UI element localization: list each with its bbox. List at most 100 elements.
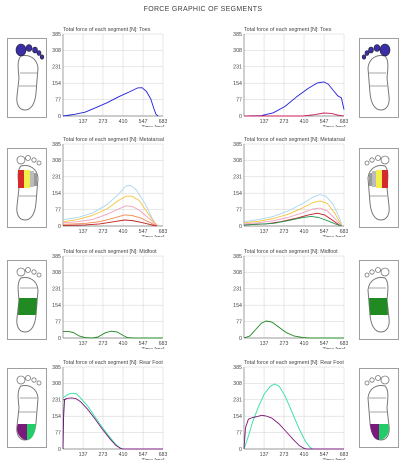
series-line	[243, 194, 343, 227]
y-tick-label: 308	[233, 158, 242, 164]
x-tick-label: 273	[280, 452, 289, 458]
x-tick-label: 410	[119, 452, 128, 458]
x-axis-label: Time [ms]	[322, 125, 346, 127]
series-line	[62, 195, 159, 227]
x-tick-label: 547	[320, 452, 329, 458]
x-axis-label: Time [ms]	[141, 458, 165, 460]
x-tick-label: 683	[159, 119, 167, 125]
x-tick-label: 410	[300, 452, 309, 458]
x-tick-label: 137	[260, 341, 269, 347]
y-tick-label: 308	[52, 381, 61, 387]
y-tick-label: 0	[58, 224, 61, 230]
foot-icon-midfoot-left	[7, 260, 47, 340]
x-tick-label: 273	[99, 452, 108, 458]
foot-icon-metatarsal-left	[7, 148, 47, 228]
x-tick-label: 410	[119, 341, 128, 347]
x-tick-label: 547	[139, 229, 148, 235]
x-axis-label: Time [ms]	[141, 125, 165, 127]
x-tick-label: 273	[280, 341, 289, 347]
left-foot-midfoot-highlight-icon	[7, 260, 47, 340]
x-tick-label: 273	[99, 341, 108, 347]
y-tick-label: 0	[58, 447, 61, 453]
x-tick-label: 137	[260, 452, 269, 458]
foot-icon-midfoot-right	[359, 260, 399, 340]
series-line	[243, 81, 345, 117]
chart-rearfoot-left: Total force of each segment [N]: Rear Fo…	[47, 357, 167, 460]
x-axis-label: Time [ms]	[322, 347, 346, 349]
series-line	[63, 330, 163, 339]
right-foot-toes-highlight-icon	[359, 38, 399, 118]
y-tick-label: 154	[52, 303, 61, 309]
series-line	[243, 200, 343, 227]
y-tick-label: 231	[233, 175, 242, 181]
series-line	[62, 398, 67, 450]
y-tick-label: 231	[52, 287, 61, 293]
x-tick-label: 547	[320, 119, 329, 125]
x-tick-label: 273	[280, 119, 289, 125]
y-tick-label: 385	[233, 365, 242, 371]
y-tick-label: 385	[52, 365, 61, 371]
y-tick-label: 154	[52, 81, 61, 87]
chart-title: Total force of each segment [N]: Rear Fo…	[244, 360, 344, 366]
y-tick-label: 308	[52, 158, 61, 164]
x-tick-label: 410	[300, 341, 309, 347]
y-tick-label: 154	[233, 414, 242, 420]
chart-midfoot-left: Total force of each segment [N]: Midfoot…	[47, 246, 167, 349]
series-line	[62, 205, 159, 227]
y-tick-label: 154	[52, 191, 61, 197]
x-axis-label: Time [ms]	[322, 235, 346, 237]
y-tick-label: 231	[233, 398, 242, 404]
x-tick-label: 683	[159, 341, 167, 347]
foot-icon-metatarsal-right	[359, 148, 399, 228]
x-tick-label: 547	[320, 229, 329, 235]
y-tick-label: 0	[239, 224, 242, 230]
y-tick-label: 0	[239, 114, 242, 120]
x-tick-label: 137	[260, 119, 269, 125]
x-tick-label: 137	[79, 452, 88, 458]
chart-metatarsal-left: Total force of each segment [N]: Metatar…	[47, 134, 167, 237]
series-line	[62, 397, 163, 450]
y-tick-label: 308	[233, 48, 242, 54]
y-tick-label: 308	[52, 270, 61, 276]
series-line	[243, 207, 343, 227]
y-tick-label: 77	[55, 430, 61, 436]
y-tick-label: 0	[58, 114, 61, 120]
y-tick-label: 77	[236, 97, 242, 103]
x-tick-label: 410	[119, 229, 128, 235]
y-tick-label: 231	[52, 65, 61, 71]
y-tick-label: 385	[233, 254, 242, 260]
chart-title: Total force of each segment [N]: Toes	[244, 27, 332, 33]
foot-icon-toes-left	[7, 38, 47, 118]
x-tick-label: 547	[139, 341, 148, 347]
chart-title: Total force of each segment [N]: Metatar…	[63, 137, 164, 143]
chart-title: Total force of each segment [N]: Midfoot	[63, 249, 157, 255]
x-tick-label: 683	[159, 229, 167, 235]
x-tick-label: 137	[79, 341, 88, 347]
x-tick-label: 547	[139, 119, 148, 125]
y-tick-label: 231	[233, 287, 242, 293]
chart-midfoot-right: Total force of each segment [N]: Midfoot…	[228, 246, 348, 349]
y-tick-label: 0	[58, 336, 61, 342]
y-tick-label: 231	[233, 65, 242, 71]
series-line	[62, 392, 163, 450]
chart-title: Total force of each segment [N]: Toes	[63, 27, 151, 33]
y-tick-label: 231	[52, 175, 61, 181]
x-tick-label: 410	[300, 229, 309, 235]
x-axis-label: Time [ms]	[141, 347, 165, 349]
y-tick-label: 154	[233, 303, 242, 309]
chart-toes-left: Total force of each segment [N]: Toes 0 77…	[47, 24, 167, 127]
series-line	[243, 414, 344, 450]
left-foot-metatarsal-highlight-icon	[7, 148, 47, 228]
series-line	[243, 215, 343, 227]
y-tick-label: 385	[52, 32, 61, 38]
chart-toes-right: Total force of each segment [N]: Toes 0 77…	[228, 24, 348, 127]
y-tick-label: 77	[236, 430, 242, 436]
foot-icon-toes-right	[359, 38, 399, 118]
right-foot-rearfoot-highlight-icon	[359, 368, 399, 448]
x-tick-label: 683	[340, 229, 348, 235]
x-tick-label: 273	[99, 229, 108, 235]
series-line	[62, 185, 158, 227]
x-tick-label: 547	[320, 341, 329, 347]
x-axis-label: Time [ms]	[322, 458, 346, 460]
x-tick-label: 547	[139, 452, 148, 458]
